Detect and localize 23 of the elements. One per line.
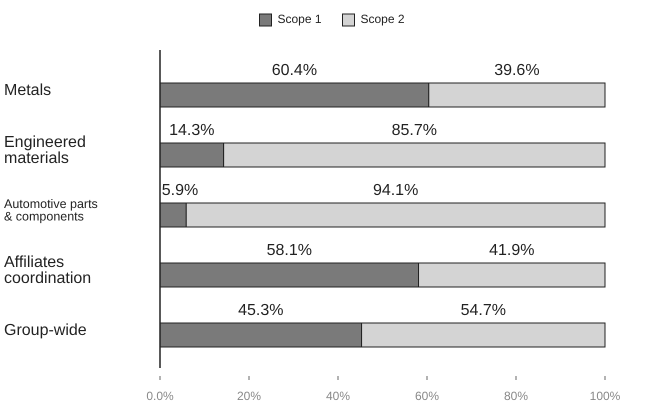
- data-label: 39.6%: [494, 62, 540, 79]
- x-tick-label: 0.0%: [146, 389, 174, 403]
- data-label: 85.7%: [392, 122, 438, 139]
- legend-label: Scope 1: [278, 12, 322, 26]
- y-tick-label: Engineered materials: [4, 134, 86, 168]
- data-label: 60.4%: [272, 62, 318, 79]
- x-tick-label: 20%: [236, 389, 262, 403]
- x-tick-label: 60%: [414, 389, 440, 403]
- x-tick-label: 40%: [326, 389, 350, 403]
- data-label: 41.9%: [489, 242, 534, 259]
- x-tick-label: 100%: [590, 389, 621, 403]
- y-tick-label: Metals: [4, 82, 52, 100]
- y-tick-label: Group-wide: [4, 322, 87, 340]
- legend-label: Scope 2: [360, 12, 405, 26]
- data-label: 58.1%: [266, 242, 312, 259]
- data-label: 14.3%: [169, 122, 215, 139]
- y-tick-label: Affiliates coordination: [4, 254, 92, 288]
- data-label: 54.7%: [460, 302, 506, 319]
- y-tick-label: Automotive parts & components: [4, 197, 98, 224]
- data-label: 94.1%: [372, 182, 418, 199]
- data-label: 5.9%: [162, 182, 198, 199]
- x-tick-label: 80%: [504, 389, 528, 403]
- data-label: 45.3%: [238, 302, 284, 319]
